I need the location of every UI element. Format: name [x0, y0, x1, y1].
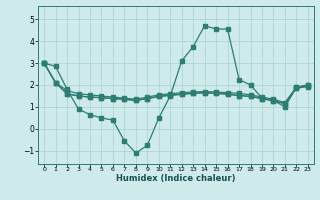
X-axis label: Humidex (Indice chaleur): Humidex (Indice chaleur): [116, 174, 236, 183]
